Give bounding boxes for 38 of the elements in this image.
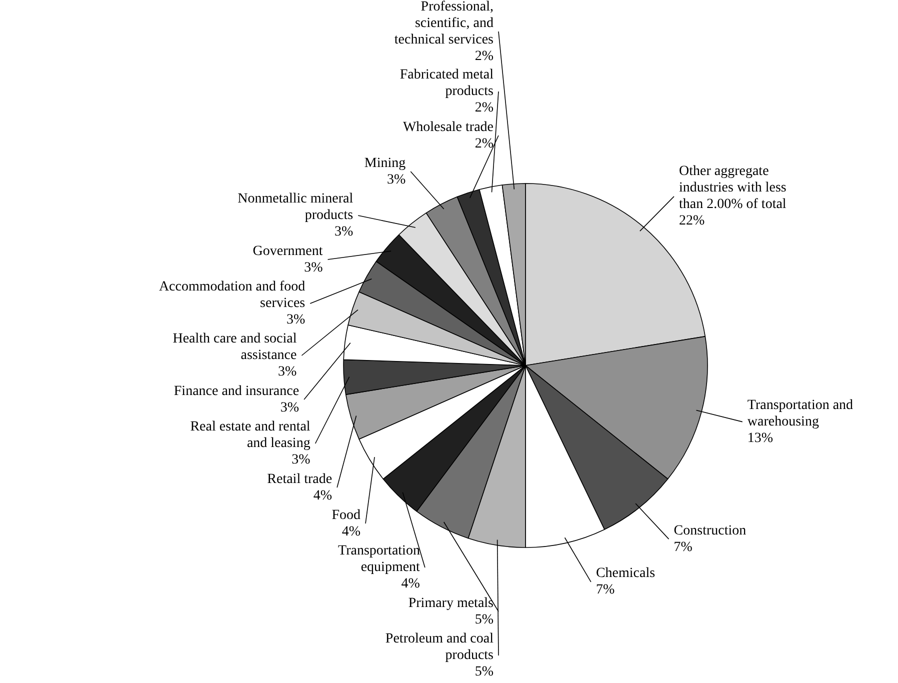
slice-label: Finance and insurance xyxy=(174,384,300,399)
data-label: 3% xyxy=(278,364,298,380)
data-label: 2% xyxy=(474,100,494,116)
slice-label: Other aggregate industries with less than 2.00% of total xyxy=(679,164,786,212)
slice-label: Wholesale trade xyxy=(402,120,494,135)
slice-label: Food xyxy=(332,508,361,523)
data-label: 5% xyxy=(474,664,494,680)
data-label: 2% xyxy=(474,136,494,152)
slice-label: Mining xyxy=(364,156,406,171)
slice-label: Nonmetallic mineral products xyxy=(238,192,354,223)
slice-label: Fabricated metal products xyxy=(400,68,494,99)
slice-label: Real estate and rental and leasing xyxy=(190,420,310,451)
data-label: 22% xyxy=(679,214,706,229)
data-label: 3% xyxy=(292,452,311,468)
data-label: 3% xyxy=(286,312,306,328)
data-label: 13% xyxy=(747,430,774,446)
data-label: 7% xyxy=(674,540,693,555)
slice-label: Professional, scientific, and technical services xyxy=(394,0,494,48)
data-label: 4% xyxy=(342,524,361,540)
data-label: 5% xyxy=(474,612,494,628)
data-label: 2% xyxy=(474,48,494,64)
slice-label: Petroleum and coal products xyxy=(385,632,494,663)
slice-label: Retail trade xyxy=(267,472,332,487)
data-label: 3% xyxy=(304,260,324,276)
slice-label: Government xyxy=(252,244,323,259)
slice-label: Transportation equipment xyxy=(338,544,420,575)
data-label: 4% xyxy=(313,488,332,504)
data-label: 3% xyxy=(386,172,406,188)
data-label: 3% xyxy=(280,400,300,416)
data-label: 4% xyxy=(401,576,420,592)
data-label: 3% xyxy=(334,224,354,240)
slice-label: Transportation and warehousing xyxy=(747,398,854,430)
slice-label: Accommodation and food services xyxy=(158,280,306,311)
data-label: 7% xyxy=(596,582,615,598)
slice-label: Primary metals xyxy=(408,596,494,611)
slice-label: Chemicals xyxy=(596,566,656,582)
slice-label: Construction xyxy=(674,523,746,538)
slice-label: Health care and social assistance xyxy=(172,332,297,363)
